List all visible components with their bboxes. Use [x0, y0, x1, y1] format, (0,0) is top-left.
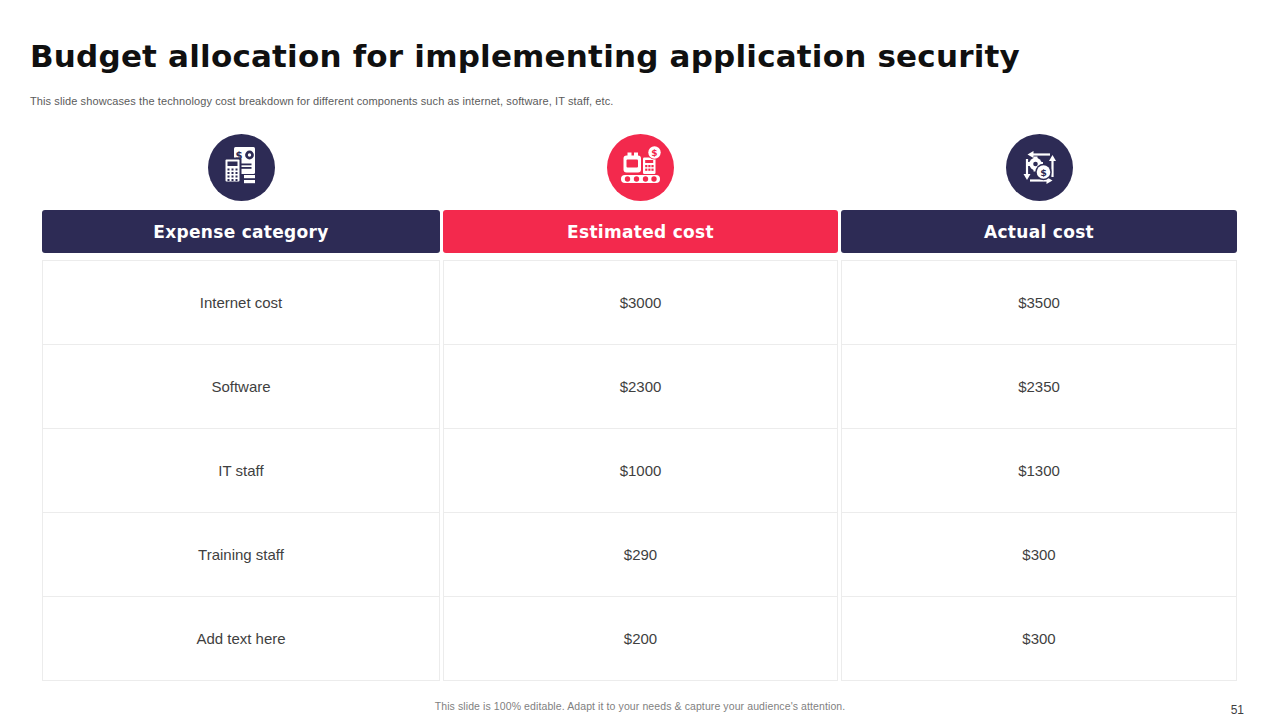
table-cell: $1300 — [841, 428, 1237, 513]
svg-text:$: $ — [651, 148, 657, 158]
table-cell: $3000 — [443, 260, 838, 345]
table-cell: $300 — [841, 512, 1237, 597]
slide-footer: This slide is 100% editable. Adapt it to… — [0, 700, 1280, 712]
money-counter-icon: $ — [443, 134, 838, 210]
table-cell: $2300 — [443, 344, 838, 429]
table-cell: $1000 — [443, 428, 838, 513]
svg-text:$: $ — [1040, 167, 1047, 178]
table-cell: $290 — [443, 512, 838, 597]
table-cell: IT staff — [42, 428, 440, 513]
table-cell: $200 — [443, 596, 838, 681]
budget-table: $ Expense category Internet cost — [42, 134, 1237, 681]
column-expense-category: $ Expense category Internet cost — [42, 134, 440, 681]
page-title: Budget allocation for implementing appli… — [30, 38, 1250, 74]
column-estimated-cost: $ Estimated cost $3000 $2300 $1000 $290 … — [443, 134, 838, 681]
header-estimated-cost: Estimated cost — [443, 210, 838, 253]
slide-subtitle: This slide showcases the technology cost… — [30, 95, 614, 107]
header-expense-category: Expense category — [42, 210, 440, 253]
column-actual-cost: $ Actual cost $3500 $2350 $1300 $300 $30… — [841, 134, 1237, 681]
calculator-document-icon: $ — [42, 134, 440, 210]
table-cell: Software — [42, 344, 440, 429]
table-cell: Training staff — [42, 512, 440, 597]
table-cell: Internet cost — [42, 260, 440, 345]
cost-cycle-icon: $ — [841, 134, 1237, 210]
table-cell: $3500 — [841, 260, 1237, 345]
table-cell: $2350 — [841, 344, 1237, 429]
page-number: 51 — [1231, 703, 1244, 717]
header-actual-cost: Actual cost — [841, 210, 1237, 253]
table-cell: Add text here — [42, 596, 440, 681]
table-cell: $300 — [841, 596, 1237, 681]
